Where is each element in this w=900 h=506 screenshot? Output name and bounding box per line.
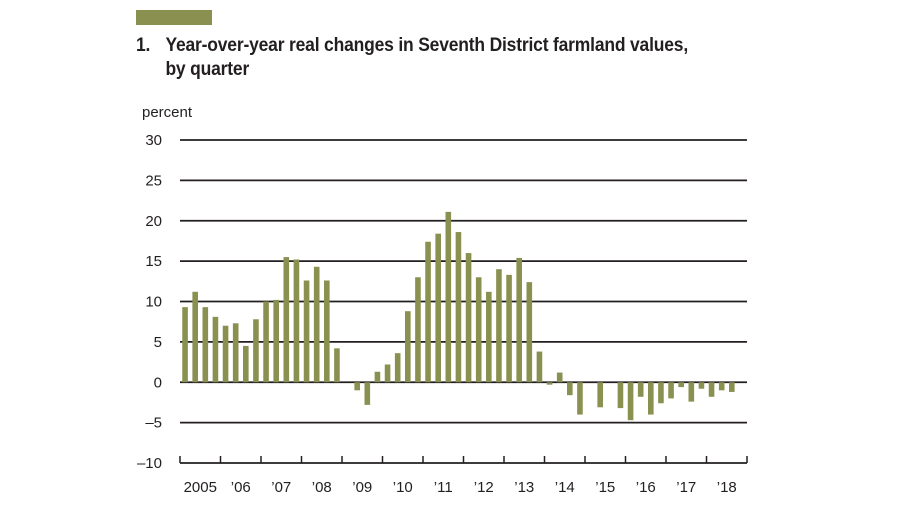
bar: [405, 311, 411, 383]
figure-accent-bar: [136, 10, 212, 25]
bar: [546, 382, 553, 385]
chart-title: 1. Year-over-year real changes in Seventh…: [136, 34, 688, 82]
bar: [313, 266, 320, 383]
bar: [637, 382, 644, 397]
y-axis-label: percent: [142, 104, 193, 121]
y-tick-label: –5: [145, 415, 162, 432]
x-tick-label: ’08: [312, 479, 332, 496]
figure-number: 1.: [136, 35, 151, 56]
bar: [455, 232, 462, 383]
x-tick-label: ’14: [555, 479, 575, 496]
y-tick-label: 30: [145, 132, 162, 149]
x-tick-label: ’07: [271, 479, 291, 496]
bar: [577, 382, 583, 415]
bar: [668, 382, 674, 399]
bar: [729, 382, 735, 392]
bar: [688, 382, 695, 402]
bar: [334, 348, 340, 383]
x-tick-label: ’17: [676, 479, 696, 496]
x-tick-label: ’12: [474, 479, 494, 496]
bar: [384, 364, 391, 383]
bar: [698, 382, 705, 389]
y-tick-label: 20: [145, 213, 162, 230]
x-tick-label: ’13: [514, 479, 534, 496]
bar: [708, 382, 715, 397]
y-tick-labels: 30 25 20 15 10 5 0 –5 –10: [137, 132, 162, 472]
bar: [617, 382, 624, 409]
bar: [222, 325, 229, 383]
x-tick-label: ’18: [717, 479, 737, 496]
bar: [435, 233, 441, 383]
bar: [516, 257, 522, 383]
title-line-1: Year-over-year real changes in Seventh D…: [165, 35, 689, 56]
x-tick-label: ’09: [352, 479, 372, 496]
bar: [496, 269, 502, 383]
bar: [202, 307, 209, 383]
bars: [182, 211, 735, 421]
y-tick-label: –10: [137, 455, 162, 472]
bar: [445, 211, 452, 383]
bar: [415, 277, 421, 383]
bar: [354, 382, 360, 391]
x-tick-label: 2005: [184, 479, 217, 496]
bar: [263, 301, 269, 383]
bar: [253, 319, 259, 383]
x-axis: 2005 ’06 ’07 ’08 ’09 ’10 ’11 ’12 ’13 ’14 ’15 ’16 ’17…: [179, 456, 748, 496]
bar: [678, 382, 684, 388]
bar: [526, 282, 533, 383]
title-line-2: by quarter: [165, 59, 250, 80]
bar: [303, 280, 310, 383]
bar: [475, 277, 482, 383]
bar: [597, 382, 603, 408]
bar: [182, 307, 188, 383]
bar: [243, 345, 249, 383]
bar: [465, 253, 472, 383]
x-tick-label: ’06: [231, 479, 251, 496]
x-tick-label: ’11: [434, 479, 453, 496]
bar: [556, 372, 563, 383]
bar: [192, 291, 198, 383]
x-tick-label: ’16: [636, 479, 656, 496]
bar: [232, 323, 239, 383]
bar: [394, 353, 401, 383]
bar: [374, 371, 381, 383]
y-tick-label: 15: [145, 253, 162, 270]
bar: [506, 274, 512, 383]
bar: [425, 241, 431, 383]
x-tick-label: ’10: [393, 479, 413, 496]
y-tick-label: 5: [154, 334, 162, 351]
bar: [627, 382, 634, 421]
y-tick-label: 0: [154, 374, 162, 391]
bar: [486, 291, 492, 383]
bar: [658, 382, 664, 404]
x-tick-label: ’15: [595, 479, 615, 496]
bar: [273, 299, 279, 383]
bar: [718, 382, 725, 391]
bar: [536, 351, 543, 383]
bar: [283, 257, 290, 383]
y-tick-label: 25: [145, 172, 162, 189]
bar: [648, 382, 654, 415]
bar: [364, 382, 371, 405]
bar: [293, 259, 300, 383]
bar: [212, 316, 219, 383]
bar: [567, 382, 573, 396]
y-tick-label: 10: [145, 294, 162, 311]
bar: [324, 280, 330, 383]
